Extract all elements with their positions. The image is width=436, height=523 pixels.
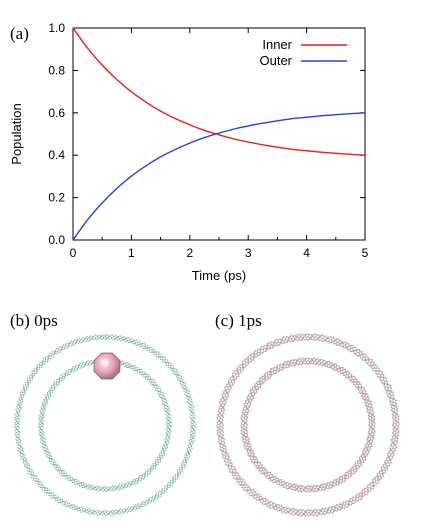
series-lines: [72, 27, 366, 241]
x-tick-label: 5: [362, 246, 369, 260]
x-tick-label: 0: [70, 246, 77, 260]
outer-ring: [216, 333, 400, 517]
x-tick-label: 2: [186, 246, 193, 260]
panel-a-label: (a): [10, 24, 29, 43]
tick-labels: 0 1 2 3 4 5 0.0 0.2 0.4 0.6 0.8 1.0: [48, 21, 368, 260]
y-tick-label: 0.4: [48, 148, 65, 162]
series-line-inner: [72, 27, 366, 156]
y-axis-label: Population: [9, 103, 24, 164]
outer-ring: [13, 333, 197, 517]
legend-label-inner: Inner: [262, 37, 292, 52]
y-tick-label: 0.0: [48, 233, 65, 247]
inner-ring: [240, 357, 376, 493]
snapshot-1ps: [216, 333, 400, 517]
plot-frame: [72, 27, 366, 241]
y-tick-label: 0.8: [48, 63, 65, 77]
axis-ticks: [72, 27, 366, 241]
series-line-outer: [72, 112, 366, 241]
y-tick-label: 1.0: [48, 21, 65, 35]
excitation-sphere: [93, 352, 121, 380]
y-tick-label: 0.6: [48, 106, 65, 120]
x-tick-label: 1: [128, 246, 135, 260]
y-tick-label: 0.2: [48, 191, 65, 205]
panel-b-label: (b) 0ps: [10, 311, 58, 330]
panel-c-label: (c) 1ps: [215, 311, 262, 330]
legend-label-outer: Outer: [259, 53, 292, 68]
x-tick-label: 4: [303, 246, 310, 260]
snapshot-0ps: [13, 333, 197, 517]
x-axis-label: Time (ps): [192, 268, 246, 283]
x-tick-label: 3: [245, 246, 252, 260]
